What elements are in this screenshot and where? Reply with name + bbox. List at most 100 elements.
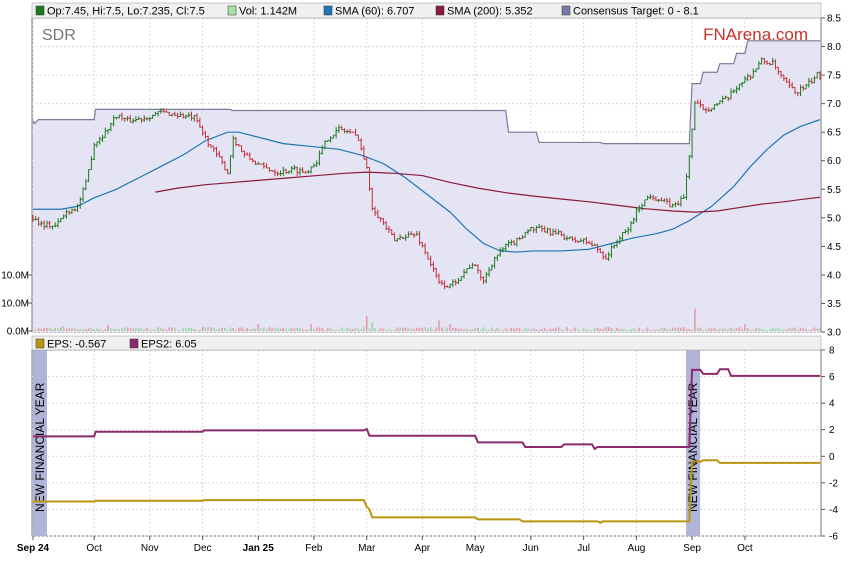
legend-label: Vol: 1.142M — [239, 6, 297, 18]
volume-bar — [568, 329, 571, 331]
legend-label: EPS2: 6.05 — [141, 339, 197, 351]
volume-bar — [477, 328, 479, 331]
volume-bar — [82, 329, 84, 331]
volume-bar — [126, 327, 129, 331]
volume-bar — [413, 328, 415, 331]
legend-swatch — [35, 338, 45, 349]
volume-bar — [682, 327, 685, 331]
volume-bar — [221, 327, 223, 331]
volume-bar — [196, 329, 198, 331]
volume-bar — [76, 329, 79, 331]
volume-bar — [160, 328, 162, 331]
eps-legend: EPS: -0.567 EPS2: 6.05 — [35, 338, 197, 351]
volume-bar — [493, 329, 496, 331]
volume-bar — [96, 328, 98, 331]
volume-bar — [585, 329, 588, 331]
volume-bar — [621, 328, 624, 331]
volume-bar — [521, 329, 524, 331]
y-tick-label: 6.0 — [827, 156, 841, 167]
volume-bar — [702, 330, 705, 331]
volume-bar — [285, 328, 287, 331]
volume-bar — [404, 327, 407, 331]
volume-bar — [301, 329, 304, 331]
volume-bar — [529, 329, 532, 331]
volume-bar — [491, 327, 493, 331]
volume-bar — [60, 327, 62, 331]
volume-bar — [632, 328, 635, 331]
price-candles — [32, 57, 821, 290]
volume-bar — [454, 327, 457, 331]
volume-bar — [207, 327, 209, 331]
volume-bar — [137, 327, 140, 331]
volume-bar — [313, 328, 315, 331]
eps-axis-ticks: -6 -4 -2 0 2 4 6 8 — [821, 346, 838, 543]
volume-bar — [101, 329, 104, 331]
volume-bar — [721, 328, 724, 331]
volume-bar — [802, 328, 805, 331]
sma200-line — [155, 171, 821, 213]
volume-bar — [794, 327, 796, 331]
fnarena-watermark: FNArena.com — [703, 25, 808, 44]
volume-bar — [349, 328, 351, 331]
volume-bar — [557, 327, 560, 331]
y-tick-label: 6.5 — [827, 128, 841, 139]
x-tick-label: Feb — [305, 543, 323, 554]
y-tick-label: 4.5 — [827, 242, 841, 253]
volume-bar — [646, 327, 649, 331]
x-tick-label: Sep — [683, 543, 701, 554]
volume-bar — [796, 329, 799, 331]
volume-bar — [271, 328, 273, 331]
y-tick-label: -6 — [829, 532, 838, 543]
volume-bar — [485, 329, 488, 331]
volume-bar — [504, 328, 507, 331]
volume-bar — [140, 328, 143, 331]
volume-bar — [382, 328, 385, 331]
volume-bar — [758, 328, 760, 331]
volume-bar — [543, 328, 546, 331]
volume-bar — [243, 328, 246, 331]
x-tick-label: Sep 24 — [17, 543, 50, 554]
volume-bar — [771, 328, 774, 331]
volume-bar — [110, 328, 112, 331]
x-tick-label: May — [466, 543, 485, 554]
volume-bar — [54, 328, 57, 331]
volume-bar — [229, 327, 232, 331]
y-tick-label: 3.0 — [827, 328, 841, 339]
x-tick-label: Aug — [628, 543, 646, 554]
volume-bar — [582, 328, 585, 331]
volume-bar — [596, 327, 599, 331]
volume-bar — [468, 329, 471, 331]
volume-bar — [649, 330, 652, 331]
volume-bar — [123, 327, 126, 331]
volume-bar — [154, 329, 157, 331]
volume-bar — [40, 329, 43, 331]
volume-bar — [279, 328, 282, 331]
volume-bar — [691, 329, 693, 331]
volume-bar — [593, 328, 596, 331]
volume-bar — [132, 328, 134, 331]
volume-bar — [85, 329, 87, 331]
volume-bar — [93, 329, 95, 331]
volume-bar — [193, 329, 196, 331]
volume-bar — [816, 328, 819, 331]
volume-bar — [307, 329, 310, 331]
volume-bar — [627, 329, 629, 331]
volume-tick-label: 0.0M — [7, 327, 29, 338]
volume-bar — [763, 329, 766, 331]
volume-bar — [446, 327, 449, 331]
volume-bar — [563, 329, 565, 331]
volume-bar — [527, 328, 529, 331]
legend-swatch — [435, 5, 445, 16]
volume-bar — [324, 330, 326, 331]
volume-bar — [440, 327, 443, 331]
volume-bar — [546, 329, 549, 331]
volume-bar — [657, 329, 660, 331]
volume-bar — [379, 328, 382, 331]
volume-bar — [724, 328, 727, 331]
volume-bar — [808, 330, 810, 331]
volume-bar — [174, 327, 176, 331]
volume-bar — [224, 327, 226, 331]
volume-bar — [571, 329, 574, 331]
volume-bar — [393, 329, 396, 331]
